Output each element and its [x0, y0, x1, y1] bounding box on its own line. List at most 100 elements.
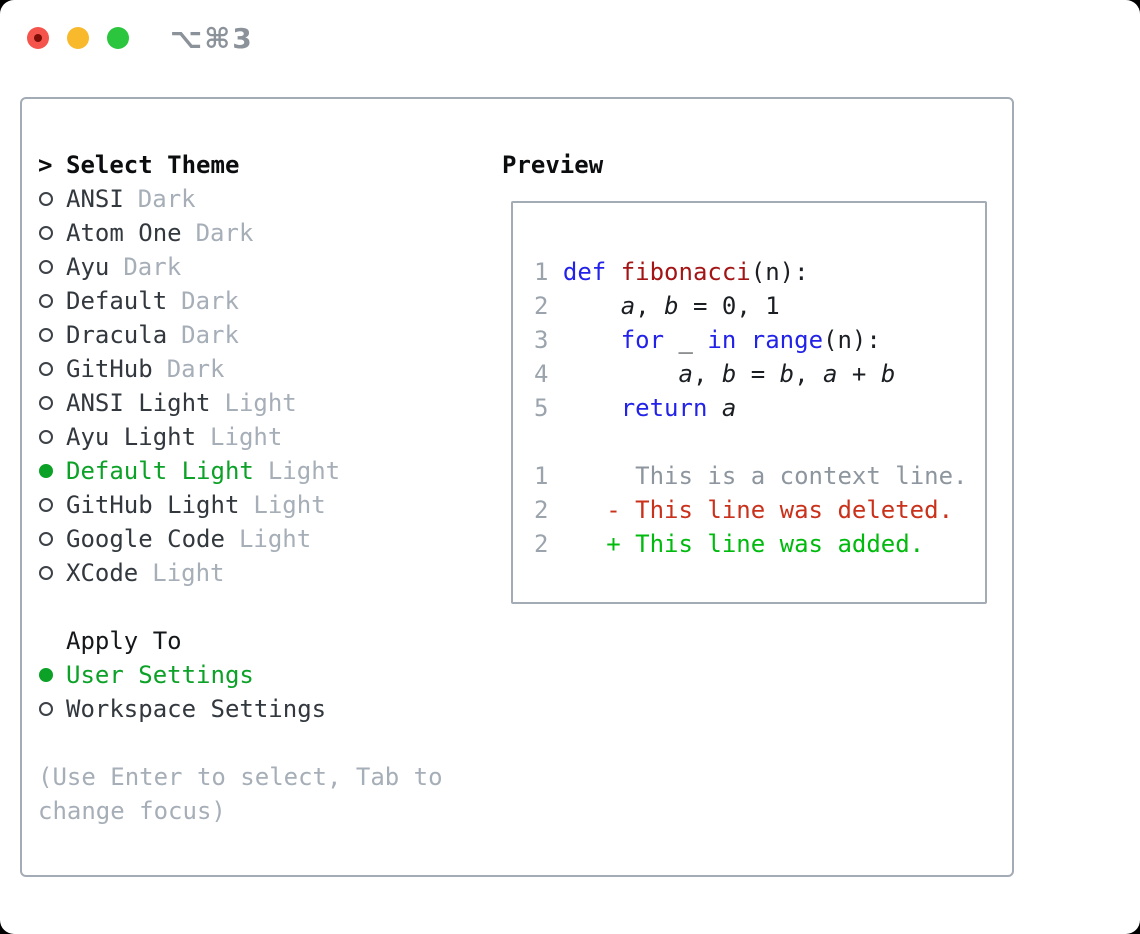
code-segment-var: a: [678, 360, 693, 388]
theme-variant-label: Light: [210, 423, 283, 451]
code-segment-del: - This line was deleted.: [606, 496, 954, 524]
theme-variant-label: Light: [253, 491, 326, 519]
code-segment-num: 1: [534, 462, 549, 490]
radio-selected-icon: [39, 668, 53, 682]
code-segment-plain: [563, 360, 679, 388]
radio-gutter: [38, 328, 66, 342]
theme-option-ansi[interactable]: ANSI Dark: [38, 182, 443, 216]
code-segment-plain: _: [664, 326, 708, 354]
apply-name-label: Workspace Settings: [66, 695, 327, 723]
radio-gutter: [38, 396, 66, 410]
code-segment-kw: return: [620, 394, 722, 422]
theme-option-dracula[interactable]: Dracula Dark: [38, 318, 443, 352]
radio-icon: [39, 192, 53, 206]
code-segment-add: + This line was added.: [606, 530, 925, 558]
preview-line: 1 def fibonacci(n):: [534, 255, 968, 289]
code-segment-ctx: This is a context line.: [635, 462, 968, 490]
theme-option-ansi-light[interactable]: ANSI Light Light: [38, 386, 443, 420]
code-segment-fn: fibonacci: [620, 258, 751, 286]
code-segment-plain: =: [736, 360, 780, 388]
select-theme-header: > Select Theme: [38, 148, 443, 182]
theme-name-label: Dracula: [66, 321, 168, 349]
theme-name-label: ANSI: [66, 185, 124, 213]
apply-option-workspace-settings[interactable]: Workspace Settings: [38, 692, 443, 726]
code-segment-plain: ,: [794, 360, 824, 388]
radio-icon: [39, 226, 53, 240]
theme-selector: > Select Theme ANSI Dark Atom One Dark Ayu Da…: [38, 148, 443, 828]
radio-gutter: [38, 192, 66, 206]
code-segment-plain: [548, 530, 606, 558]
code-segment-plain: = 0, 1: [678, 292, 780, 320]
theme-name-label: Ayu Light: [66, 423, 197, 451]
theme-name-label: Default Light: [66, 457, 254, 485]
theme-name-label: XCode: [66, 559, 139, 587]
theme-name-label: Ayu: [66, 253, 110, 281]
radio-icon: [39, 362, 53, 376]
selection-cursor-icon: >: [38, 151, 53, 179]
radio-gutter: [38, 702, 66, 716]
main-panel: > Select Theme ANSI Dark Atom One Dark Ayu Da…: [20, 97, 1014, 877]
preview-line: 2 a, b = 0, 1: [534, 289, 968, 323]
theme-variant-label: Dark: [166, 355, 225, 383]
code-segment-var: a: [823, 360, 838, 388]
preview-line: 2 - This line was deleted.: [534, 493, 968, 527]
radio-gutter: [38, 532, 66, 546]
radio-icon: [39, 396, 53, 410]
radio-gutter: [38, 294, 66, 308]
radio-gutter: [38, 566, 66, 580]
close-button[interactable]: [27, 27, 49, 49]
code-segment-plain: [548, 462, 635, 490]
theme-name-label: Default: [66, 287, 168, 315]
spacer-row: [38, 726, 443, 760]
preview-title: Preview: [502, 151, 604, 179]
theme-option-xcode[interactable]: XCode Light: [38, 556, 443, 590]
zoom-button[interactable]: [107, 27, 129, 49]
theme-option-google-code[interactable]: Google Code Light: [38, 522, 443, 556]
apply-option-user-settings[interactable]: User Settings: [38, 658, 443, 692]
radio-gutter: [38, 362, 66, 376]
apply-list: User Settings Workspace Settings: [38, 658, 443, 726]
theme-name-label: Google Code: [66, 525, 225, 553]
window-controls: [27, 27, 129, 49]
code-segment-var: b: [880, 360, 896, 388]
theme-variant-label: Dark: [137, 185, 196, 213]
hint-text-line1: (Use Enter to select, Tab to: [38, 763, 443, 791]
theme-name-label: GitHub: [66, 355, 153, 383]
code-segment-plain: ,: [692, 360, 722, 388]
focus-gutter: >: [38, 148, 66, 182]
theme-name-label: GitHub Light: [66, 491, 240, 519]
code-segment-kw: for: [620, 326, 665, 354]
code-segment-var: b: [664, 292, 679, 320]
apply-to-header: Apply To: [38, 624, 443, 658]
theme-option-default[interactable]: Default Dark: [38, 284, 443, 318]
code-segment-kw: def: [562, 258, 621, 286]
apply-to-title: Apply To: [66, 627, 182, 655]
theme-option-github-light[interactable]: GitHub Light Light: [38, 488, 443, 522]
code-segment-plain: [563, 326, 621, 354]
theme-variant-label: Light: [224, 389, 297, 417]
code-segment-var: b: [721, 360, 737, 388]
theme-option-ayu-light[interactable]: Ayu Light Light: [38, 420, 443, 454]
theme-variant-label: Dark: [195, 219, 254, 247]
code-segment-plain: (n):: [750, 258, 809, 286]
theme-name-label: Atom One: [66, 219, 182, 247]
radio-icon: [39, 260, 53, 274]
code-segment-num: 4: [534, 360, 563, 388]
code-segment-num: 3: [534, 326, 563, 354]
preview-line: [534, 425, 968, 459]
code-segment-kw: range: [750, 326, 824, 354]
code-segment-var: b: [779, 360, 795, 388]
theme-option-atom-one[interactable]: Atom One Dark: [38, 216, 443, 250]
theme-option-default-light[interactable]: Default Light Light: [38, 454, 443, 488]
radio-gutter: [38, 498, 66, 512]
preview-line: 2 + This line was added.: [534, 527, 968, 561]
theme-option-ayu[interactable]: Ayu Dark: [38, 250, 443, 284]
preview-line: 1 This is a context line.: [534, 459, 968, 493]
preview-line: 5 return a: [534, 391, 968, 425]
minimize-button[interactable]: [67, 27, 89, 49]
theme-option-github[interactable]: GitHub Dark: [38, 352, 443, 386]
apply-name-label: User Settings: [66, 661, 254, 689]
